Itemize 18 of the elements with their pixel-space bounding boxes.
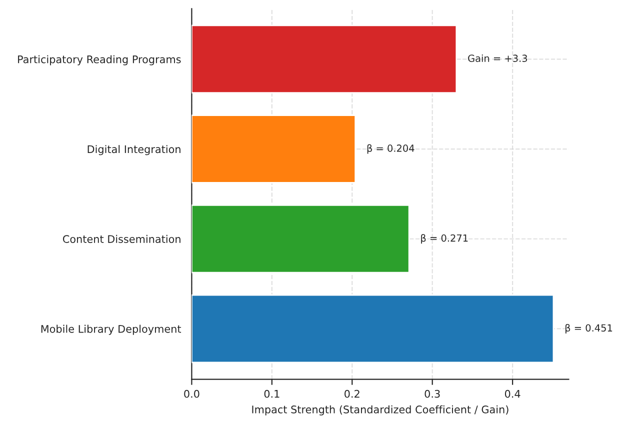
- x-tick-label: 0.2: [344, 390, 360, 398]
- bar: [192, 24, 458, 94]
- bar: [192, 114, 356, 184]
- data-label: β = 0.204: [367, 144, 414, 154]
- x-tick-label: 0.4: [504, 390, 520, 398]
- y-tick-label: Content Dissemination: [62, 234, 180, 243]
- data-label: β = 0.271: [421, 234, 468, 244]
- x-tick-label: 0.3: [424, 390, 440, 398]
- bar: [192, 204, 410, 274]
- data-label: β = 0.451: [565, 324, 612, 334]
- y-tick-label: Mobile Library Deployment: [41, 324, 182, 335]
- x-tick-label: 0.0: [184, 390, 200, 398]
- y-tick-label: Participatory Reading Programs: [18, 55, 181, 66]
- x-tick-label: 0.1: [264, 390, 280, 398]
- annotation: Gain = +3.3: [468, 54, 528, 62]
- x-axis-title: Impact Strength (Standardized Coefficient / Gain): [252, 405, 508, 416]
- y-tick-label: Digital Integration: [88, 145, 180, 156]
- bar: [192, 294, 554, 364]
